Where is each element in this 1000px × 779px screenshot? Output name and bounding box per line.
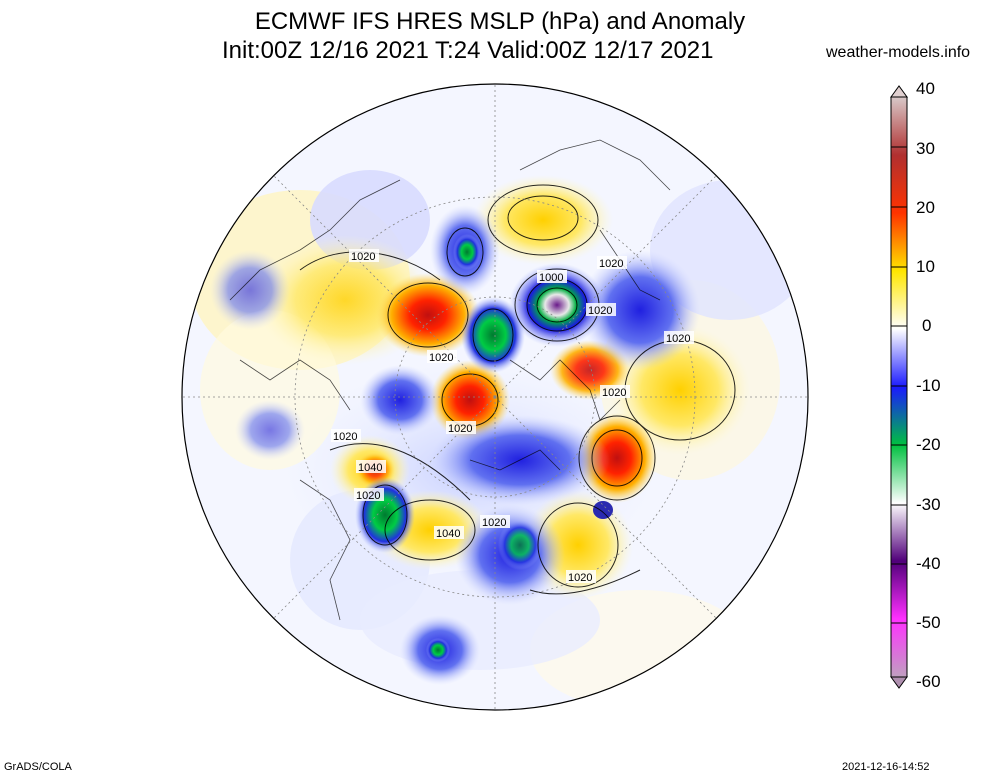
isobar-label: 1040 [356,460,386,474]
svg-text:1020: 1020 [429,352,453,364]
colorbar-label: 0 [922,316,932,335]
svg-text:1020: 1020 [568,572,592,584]
svg-text:1020: 1020 [588,305,612,317]
svg-text:1040: 1040 [436,528,460,540]
isobar-label: 1040 [434,526,464,540]
svg-text:1020: 1020 [448,423,472,435]
isobar-label: 1020 [349,249,379,263]
colorbar-label: -60 [916,672,941,691]
isobar-label: 1020 [331,429,361,443]
isobar-label: 1020 [566,570,596,584]
isobar-label: 1020 [354,488,384,502]
isobar-label: 1020 [480,515,510,529]
svg-text:1020: 1020 [666,333,690,345]
colorbar-label: -30 [916,495,941,514]
colorbar-label: -20 [916,435,941,454]
svg-text:1000: 1000 [539,272,563,284]
colorbar-ramp [890,96,908,678]
isobar-label: 1020 [600,385,630,399]
isobars [299,184,736,595]
colorbar-label: 10 [916,257,935,276]
svg-text:1020: 1020 [599,258,623,270]
colorbar-label: -40 [916,554,941,573]
site-name: weather-models.info [826,44,971,61]
svg-text:1020: 1020 [333,431,357,443]
coastlines [229,139,671,621]
isobar-label: 1020 [427,350,457,364]
isobar-label: 1020 [586,303,616,317]
colorbar-label: 30 [916,139,935,158]
svg-text:1040: 1040 [358,462,382,474]
isobar-label: 1020 [446,421,476,435]
isobar-label: 1020 [664,331,694,345]
isobar-label: 1000 [537,270,567,284]
init-valid-time: Init:00Z 12/16 2021 T:24 Valid:00Z 12/17… [222,37,714,64]
colorbar [890,85,908,689]
svg-text:1020: 1020 [482,517,506,529]
colorbar-bottom-arrow [890,676,908,689]
map-boundary [181,83,809,711]
colorbar-label: -50 [916,613,941,632]
graticule [182,84,808,710]
colorbar-top-arrow [890,85,908,98]
map-title: ECMWF IFS HRES MSLP (hPa) and Anomaly [254,8,746,35]
svg-text:1020: 1020 [356,490,380,502]
colorbar-label: 20 [916,198,935,217]
software-credit: GrADS/COLA [4,761,72,773]
svg-text:1020: 1020 [351,251,375,263]
colorbar-label: -10 [916,376,941,395]
generated-timestamp: 2021-12-16-14:52 [842,761,930,773]
colorbar-label: 40 [916,79,935,98]
svg-text:1020: 1020 [602,387,626,399]
anomaly-field [182,84,808,710]
isobar-label: 1020 [597,256,627,270]
isobar-label-group: 1020 1000 1020 1020 1020 1020 1020 1020 … [331,249,694,584]
